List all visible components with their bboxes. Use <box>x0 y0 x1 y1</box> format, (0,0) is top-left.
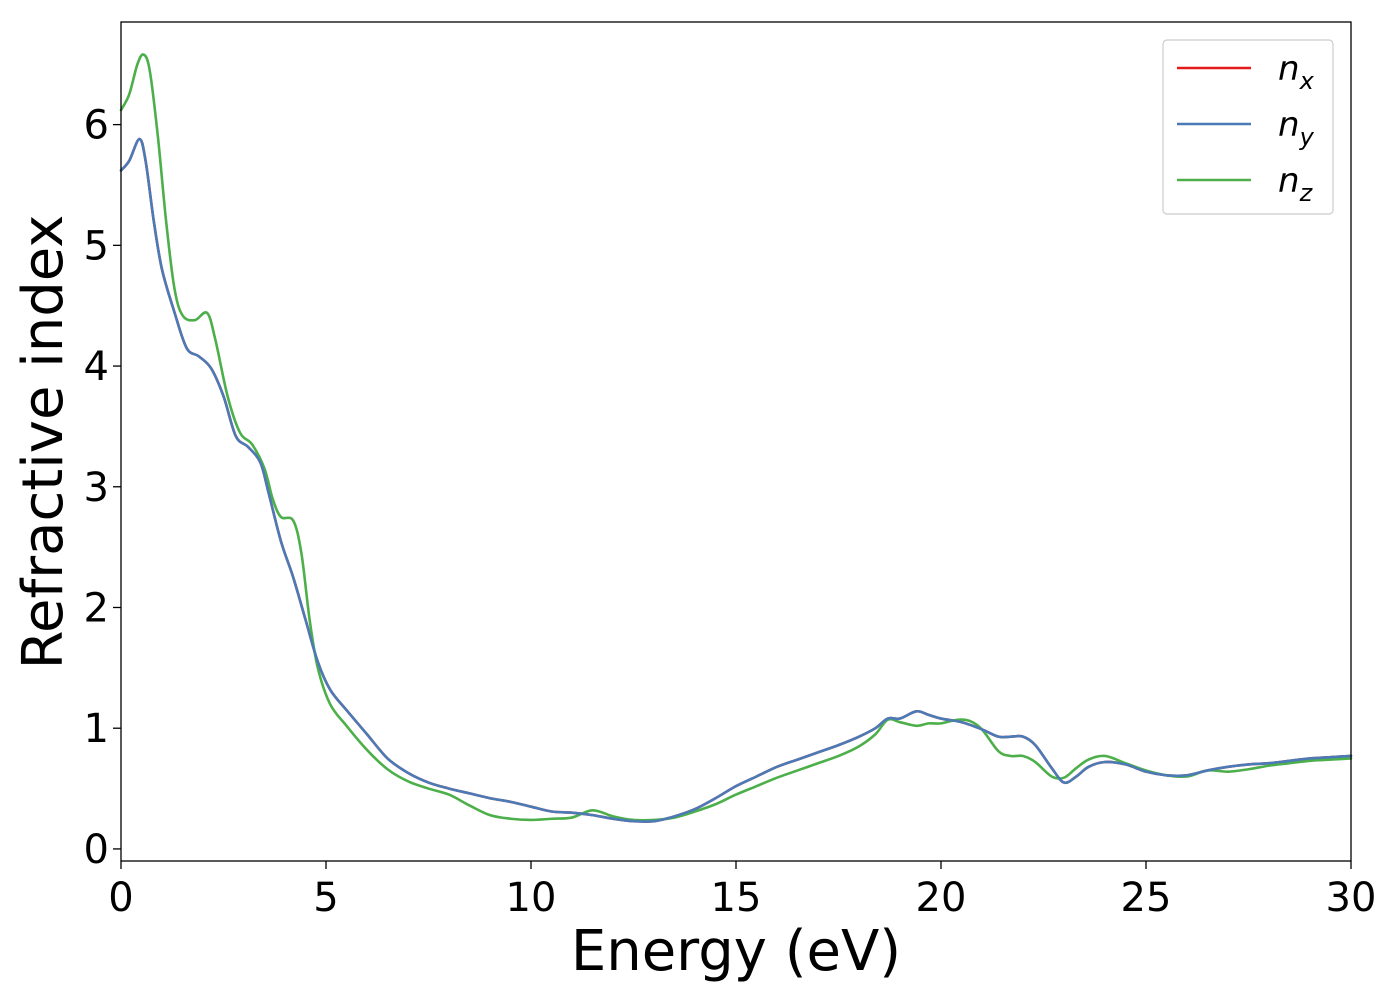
x-tick-label: 30 <box>1326 875 1377 921</box>
legend-label-z: nz <box>1278 161 1314 207</box>
y-tick-label: 4 <box>84 344 109 390</box>
y-tick-label: 2 <box>84 585 109 631</box>
x-tick-label: 0 <box>108 875 133 921</box>
series-line-y <box>119 137 1353 823</box>
x-tick-label: 10 <box>506 875 557 921</box>
legend-box <box>1162 39 1334 215</box>
x-tick-label: 20 <box>916 875 967 921</box>
x-axis-title: Energy (eV) <box>571 919 901 984</box>
x-tick-label: 5 <box>313 875 338 921</box>
y-tick-label: 0 <box>84 827 109 873</box>
y-tick-label: 3 <box>84 465 109 511</box>
y-tick-label: 6 <box>84 103 109 149</box>
legend: nx ny nz <box>1162 39 1334 215</box>
legend-label-y: ny <box>1278 105 1315 151</box>
ticks-layer: 0 5 10 15 20 25 30 0 1 2 3 4 5 6 <box>84 103 1377 921</box>
x-tick-label: 25 <box>1121 875 1172 921</box>
y-tick-label: 1 <box>84 706 109 752</box>
legend-label-x: nx <box>1278 49 1315 95</box>
series-layer <box>119 53 1353 823</box>
y-tick-label: 5 <box>84 223 109 269</box>
x-tick-label: 15 <box>711 875 762 921</box>
legend-items: nx ny nz <box>1177 49 1315 207</box>
y-axis-title: Refractive index <box>11 215 76 670</box>
